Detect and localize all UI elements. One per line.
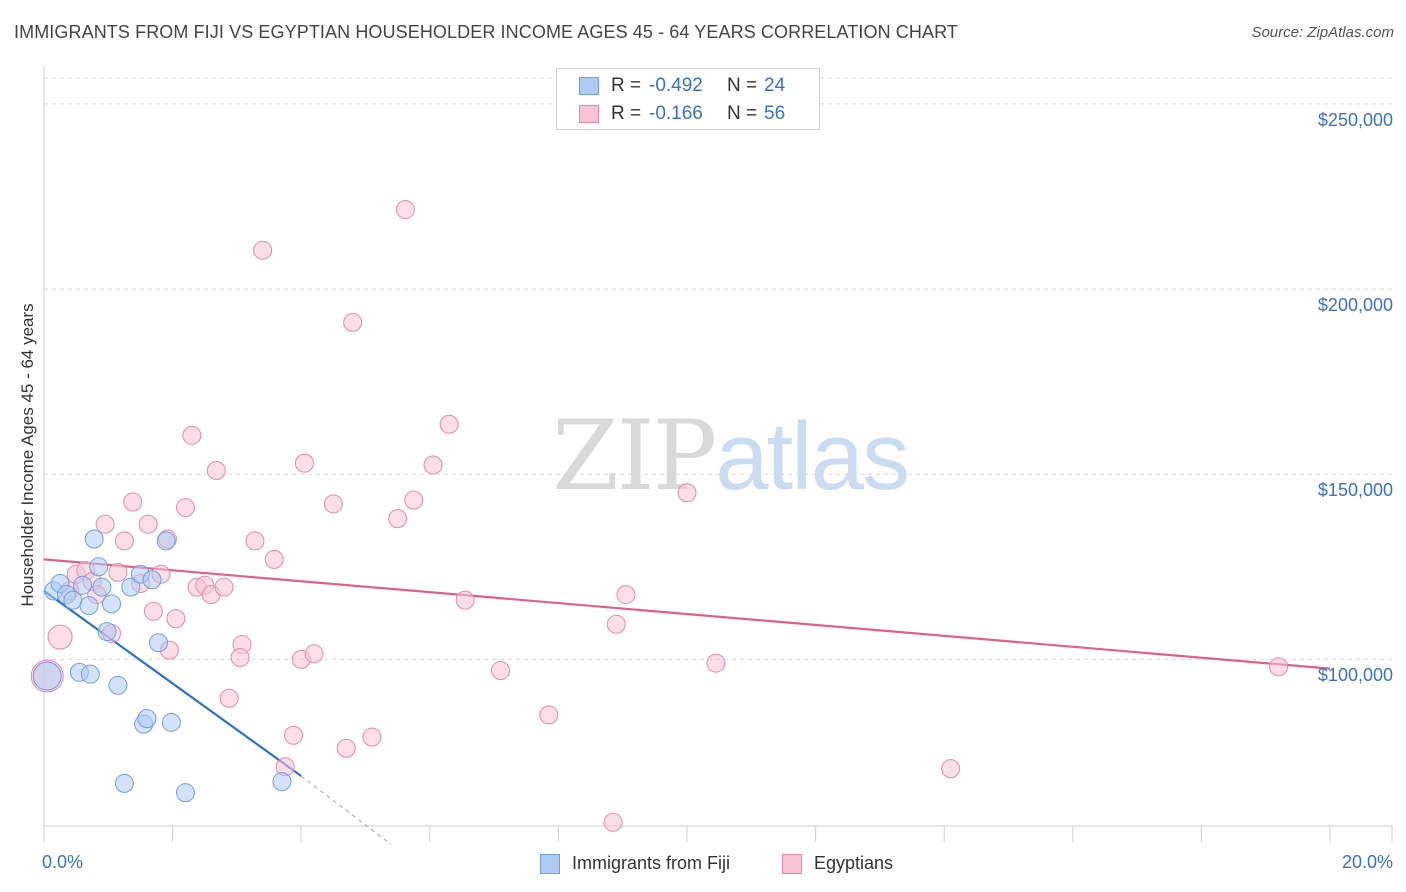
legend-swatch-egyptians (579, 105, 599, 123)
data-point-egyptians (404, 490, 424, 510)
data-point-egyptians (304, 644, 324, 664)
legend-r-value: -0.492 (649, 75, 703, 96)
legend-n-label: N = (727, 103, 758, 124)
legend-row-fiji: R = -0.492 N = 24 (579, 74, 785, 98)
source-label: Source: ZipAtlas.com (1251, 24, 1394, 41)
legend-r-value: -0.166 (649, 103, 703, 124)
legend-swatch-fiji (540, 853, 560, 874)
grid-lines (44, 77, 1392, 660)
data-point-fiji (80, 664, 100, 684)
data-point-egyptians (606, 614, 626, 634)
data-point-egyptians (123, 492, 143, 512)
data-point-fiji (148, 633, 168, 653)
x-tick-label-max: 20.0% (1341, 852, 1393, 872)
data-point-egyptians (253, 240, 273, 260)
series-legend: Immigrants from Fiji Egyptians (0, 852, 1406, 878)
data-point-egyptians (941, 759, 961, 779)
data-point-fiji (137, 709, 157, 729)
legend-r-label: R = (611, 103, 642, 124)
data-point-fiji (121, 577, 141, 597)
data-point-fiji (156, 531, 176, 551)
y-axis-label: Householder Income Ages 45 - 64 years (18, 303, 37, 607)
data-point-egyptians (114, 531, 134, 551)
data-point-egyptians (603, 812, 623, 832)
data-point-egyptians (362, 727, 382, 747)
data-point-egyptians (323, 494, 343, 514)
x-tick-label-min: 0.0% (42, 852, 84, 872)
data-point-egyptians (230, 648, 250, 668)
legend-n-label: N = (727, 75, 758, 96)
legend-swatch-fiji (579, 77, 599, 95)
data-point-fiji (114, 773, 134, 793)
data-point-egyptians (336, 738, 356, 758)
data-point-fiji (108, 675, 128, 695)
data-point-fiji (79, 596, 99, 616)
data-points (30, 199, 1289, 832)
data-point-fiji (84, 529, 104, 549)
y-tick-label: $150,000 (1317, 480, 1393, 501)
data-point-fiji (272, 772, 292, 792)
data-point-egyptians (108, 562, 128, 582)
trend-line-0 (43, 589, 302, 777)
data-point-fiji (161, 712, 181, 732)
data-point-egyptians (219, 688, 239, 708)
data-point-egyptians (47, 624, 73, 650)
trend-lines (43, 558, 1331, 845)
data-point-egyptians (206, 461, 226, 481)
y-tick-label: $200,000 (1317, 295, 1393, 316)
data-point-egyptians (245, 531, 265, 551)
legend-n-value: 56 (764, 103, 786, 124)
data-point-egyptians (388, 509, 408, 529)
data-point-egyptians (395, 199, 415, 219)
data-point-egyptians (138, 514, 158, 534)
data-point-fiji (102, 594, 122, 614)
legend-item-egyptians[interactable]: Egyptians (782, 853, 893, 874)
legend-n-value: 24 (764, 75, 786, 96)
y-tick-label: $100,000 (1317, 665, 1393, 686)
data-point-egyptians (283, 725, 303, 745)
data-point-fiji (142, 570, 162, 590)
data-point-egyptians (491, 660, 511, 680)
data-point-egyptians (439, 414, 459, 434)
data-point-egyptians (214, 577, 234, 597)
data-point-egyptians (706, 653, 726, 673)
legend-item-fiji[interactable]: Immigrants from Fiji (540, 853, 730, 874)
data-point-egyptians (677, 483, 697, 503)
legend-swatch-egyptians (782, 853, 802, 874)
trend-extension-0 (300, 775, 392, 845)
axes (43, 66, 1393, 842)
data-point-egyptians (455, 590, 475, 610)
data-point-fiji (32, 661, 62, 691)
legend-label-fiji: Immigrants from Fiji (572, 853, 731, 873)
legend-r-label: R = (611, 75, 642, 96)
chart-title: IMMIGRANTS FROM FIJI VS EGYPTIAN HOUSEHO… (14, 22, 958, 42)
legend-label-egyptians: Egyptians (814, 853, 894, 873)
data-point-fiji (89, 557, 109, 577)
data-point-egyptians (294, 453, 314, 473)
data-point-egyptians (182, 425, 202, 445)
data-point-egyptians (1269, 657, 1289, 677)
data-point-egyptians (264, 549, 284, 569)
data-point-egyptians (539, 705, 559, 725)
data-point-fiji (73, 575, 93, 595)
data-point-egyptians (166, 609, 186, 629)
watermark-atlas: atlas (715, 403, 910, 510)
correlation-legend: R = -0.492 N = 24 R = -0.166 N = 56 (556, 68, 820, 130)
data-point-fiji (175, 783, 195, 803)
trend-line-1 (43, 558, 1331, 670)
data-point-egyptians (423, 455, 443, 475)
data-point-egyptians (616, 585, 636, 605)
data-point-egyptians (143, 601, 163, 621)
data-point-fiji (92, 577, 112, 597)
data-point-egyptians (95, 514, 115, 534)
legend-row-egyptians: R = -0.166 N = 56 (579, 102, 785, 126)
data-point-egyptians (343, 312, 363, 332)
data-point-fiji (97, 622, 117, 642)
data-point-egyptians (175, 498, 195, 518)
y-tick-label: $250,000 (1317, 109, 1393, 130)
